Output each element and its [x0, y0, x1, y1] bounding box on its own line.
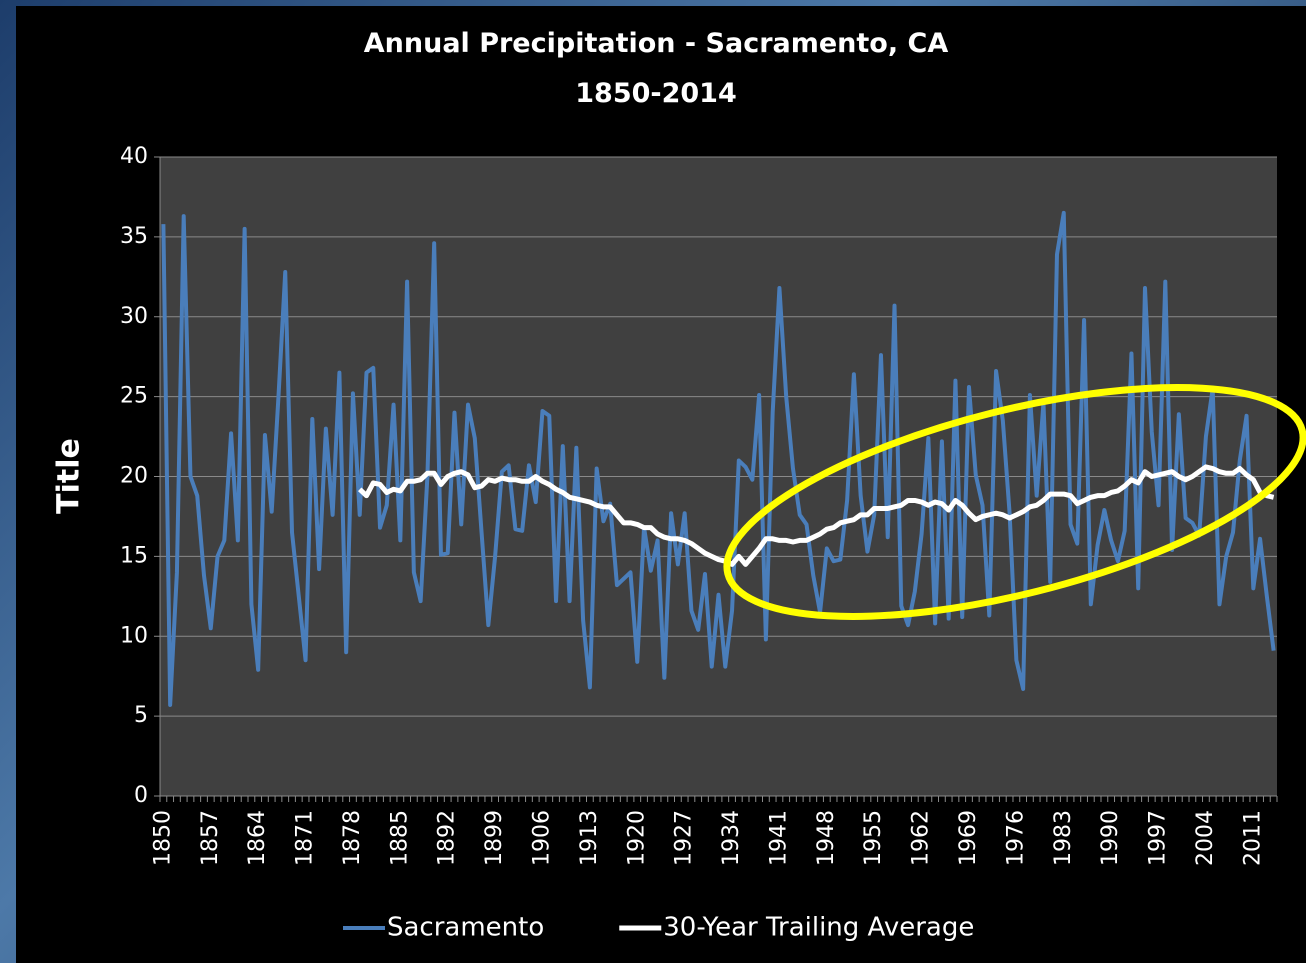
x-tick-label: 1927 [672, 810, 697, 866]
x-tick-label: 1969 [956, 810, 981, 866]
x-tick-label: 1962 [909, 810, 934, 866]
y-tick-label: 20 [120, 464, 148, 489]
x-tick-label: 1941 [766, 810, 791, 866]
x-tick-label: 1934 [719, 810, 744, 866]
y-axis-title: Title [52, 438, 87, 514]
legend-label: Sacramento [387, 913, 544, 943]
y-tick-label: 15 [120, 543, 148, 568]
page: Annual Precipitation - Sacramento, CA 18… [0, 0, 1306, 963]
x-tick-label: 1990 [1098, 810, 1123, 866]
y-tick-label: 0 [134, 783, 148, 808]
x-tick-label: 1885 [387, 810, 412, 866]
y-tick-label: 10 [120, 623, 148, 648]
x-tick-label: 1878 [340, 810, 365, 866]
x-tick-label: 1864 [245, 810, 270, 866]
x-tick-label: 1920 [624, 810, 649, 866]
chart-title: Annual Precipitation - Sacramento, CA [364, 28, 949, 59]
x-tick-label: 2011 [1240, 810, 1265, 866]
x-tick-label: 1913 [577, 810, 602, 866]
x-tick-label: 2004 [1193, 810, 1218, 866]
x-tick-label: 1899 [482, 810, 507, 866]
x-tick-label: 1871 [293, 810, 318, 866]
x-tick-label: 1948 [814, 810, 839, 866]
x-tick-label: 1983 [1051, 810, 1076, 866]
x-tick-label: 1955 [861, 810, 886, 866]
y-tick-label: 40 [120, 144, 148, 169]
chart: Annual Precipitation - Sacramento, CA 18… [0, 0, 1306, 963]
y-tick-label: 25 [120, 384, 148, 409]
y-tick-label: 5 [134, 703, 148, 728]
x-tick-label: 1850 [150, 810, 175, 866]
y-tick-label: 30 [120, 304, 148, 329]
x-tick-label: 1892 [435, 810, 460, 866]
legend-label: 30-Year Trailing Average [663, 913, 974, 943]
x-tick-label: 1997 [1146, 810, 1171, 866]
y-tick-label: 35 [120, 224, 148, 249]
chart-subtitle: 1850-2014 [575, 78, 737, 109]
x-tick-label: 1857 [198, 810, 223, 866]
x-tick-label: 1906 [529, 810, 554, 866]
x-tick-label: 1976 [1003, 810, 1028, 866]
